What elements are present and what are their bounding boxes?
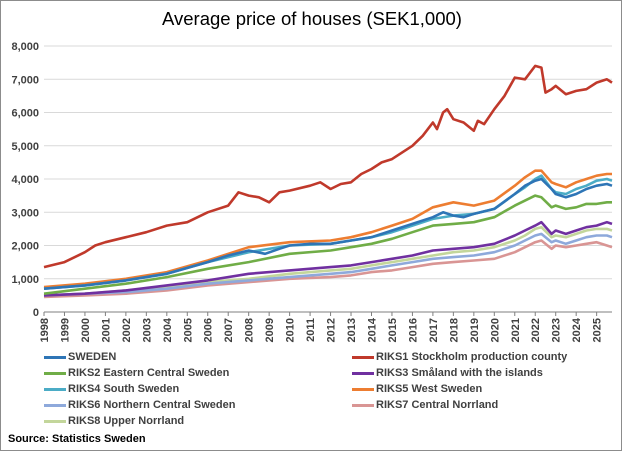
x-tick-label: 2011 [305, 318, 317, 342]
legend-item: SWEDEN [44, 351, 116, 363]
x-tick-label: 2008 [244, 318, 256, 342]
x-tick-label: 2012 [326, 318, 338, 342]
x-tick-label: 2016 [407, 318, 419, 342]
legend-item: RIKS8 Upper Norrland [44, 415, 184, 427]
x-tick-label: 2013 [346, 318, 358, 342]
legend-item: RIKS4 South Sweden [44, 383, 179, 395]
y-tick-labels: 0 1,000 2,000 3,000 4,000 5,000 6,000 7,000 8,00… [11, 41, 39, 319]
x-tick-label: 1998 [39, 318, 51, 342]
series-line [43, 194, 612, 295]
x-tick-label: 2025 [592, 318, 604, 342]
y-tick-label: 4,000 [11, 174, 39, 186]
x-tick-label: 2023 [551, 318, 563, 342]
series-line [43, 239, 613, 299]
legend-swatch [44, 403, 66, 407]
legend-swatch [44, 355, 66, 359]
y-tick-label: 8,000 [11, 41, 39, 53]
legend-swatch [352, 371, 374, 375]
y-tick-label: 7,000 [11, 74, 39, 86]
y-tick-label: 1,000 [11, 274, 39, 286]
series-lines [43, 64, 613, 299]
x-tick-label: 2018 [448, 318, 460, 342]
x-tick-label: 2009 [264, 318, 276, 342]
x-tick-label: 2007 [223, 318, 235, 342]
x-tick-label: 2003 [141, 318, 153, 342]
series-line [43, 169, 612, 289]
chart-title: Average price of houses (SEK1,000) [162, 8, 462, 29]
source-note: Source: Statistics Sweden [8, 433, 146, 445]
legend-label: SWEDEN [68, 351, 117, 363]
y-tick-label: 5,000 [11, 141, 39, 153]
x-tick-label: 2024 [571, 317, 583, 342]
x-tick-labels: 1998 1999 2000 2001 2002 2003 2004 2005 2006 2007… [39, 312, 604, 342]
legend-swatch [44, 387, 66, 391]
legend-label: RIKS6 Northern Central Sweden [68, 399, 236, 411]
legend-label: RIKS1 Stockholm production county [376, 351, 568, 363]
series-line [43, 64, 613, 269]
series-line [43, 225, 613, 297]
legend-label: RIKS5 West Sweden [376, 383, 483, 395]
x-tick-label: 2021 [510, 318, 522, 342]
y-tick-label: 2,000 [11, 241, 39, 253]
x-tick-label: 2014 [366, 317, 378, 342]
legend-swatch [44, 419, 66, 423]
legend-item: RIKS3 Småland with the islands [352, 367, 543, 379]
x-tick-label: 2004 [162, 317, 174, 342]
legend-swatch [352, 355, 374, 359]
legend-label: RIKS4 South Sweden [68, 383, 180, 395]
x-tick-label: 2020 [489, 318, 501, 342]
legend-label: RIKS3 Småland with the islands [376, 367, 543, 379]
legend-item: RIKS5 West Sweden [352, 383, 482, 395]
x-tick-label: 1999 [59, 318, 71, 342]
legend-swatch [44, 371, 66, 375]
legend-item: RIKS6 Northern Central Sweden [44, 399, 235, 411]
x-tick-label: 2006 [203, 318, 215, 342]
legend-label: RIKS8 Upper Norrland [68, 415, 185, 427]
legend-item: RIKS7 Central Norrland [352, 399, 498, 411]
legend-item: RIKS1 Stockholm production county [352, 351, 567, 363]
x-tick-label: 2002 [121, 318, 133, 342]
series-line [43, 177, 613, 290]
legend-swatch [352, 387, 374, 391]
series-line [43, 232, 613, 297]
x-tick-label: 2005 [182, 318, 194, 342]
y-tick-label: 6,000 [11, 108, 39, 120]
legend-label: RIKS7 Central Norrland [376, 399, 499, 411]
x-tick-label: 2000 [80, 318, 92, 342]
x-tick-label: 2010 [285, 318, 297, 342]
x-tick-label: 2015 [387, 318, 399, 342]
legend-label: RIKS2 Eastern Central Sweden [68, 367, 230, 379]
y-tick-label: 3,000 [11, 207, 39, 219]
x-tick-label: 2017 [428, 318, 440, 342]
series-line [43, 174, 613, 290]
legend-swatch [352, 403, 374, 407]
legend-item: RIKS2 Eastern Central Sweden [44, 367, 229, 379]
series-line [43, 220, 613, 297]
x-tick-label: 2001 [100, 318, 112, 342]
y-tick-label: 0 [33, 307, 39, 319]
x-tick-label: 2019 [469, 318, 481, 342]
x-tick-label: 2022 [530, 318, 542, 342]
